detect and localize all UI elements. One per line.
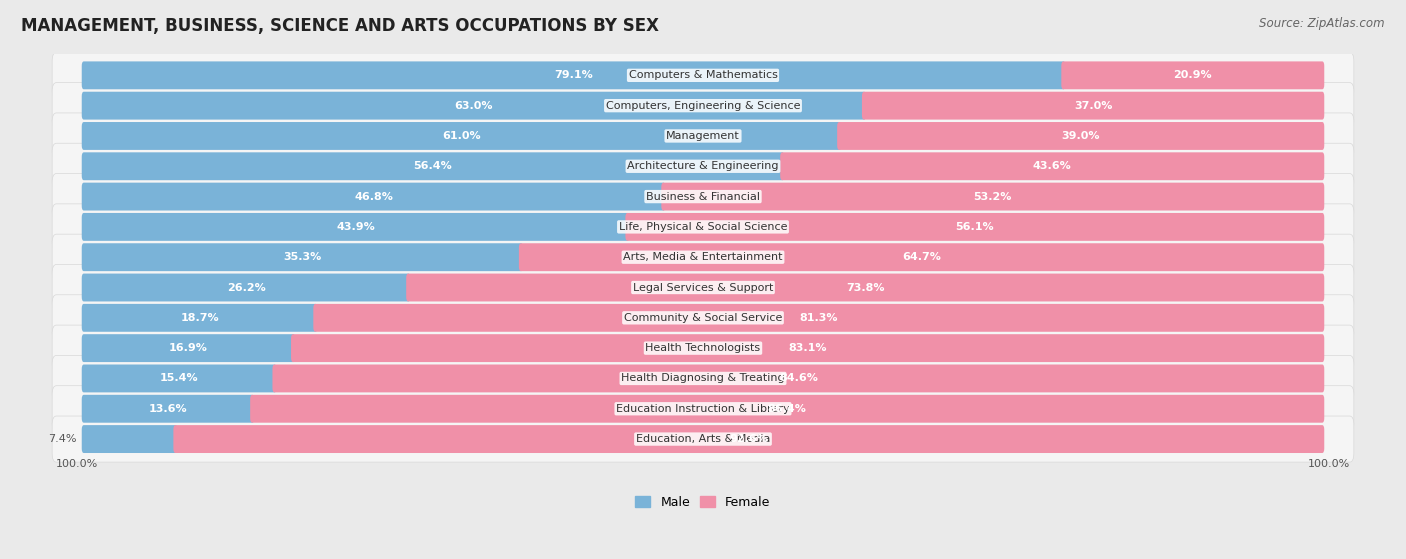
Text: 43.6%: 43.6%	[1033, 162, 1071, 171]
Text: Education, Arts & Media: Education, Arts & Media	[636, 434, 770, 444]
FancyBboxPatch shape	[173, 425, 1324, 453]
FancyBboxPatch shape	[519, 243, 1324, 271]
Text: 86.4%: 86.4%	[768, 404, 807, 414]
FancyBboxPatch shape	[52, 416, 1354, 462]
Text: 13.6%: 13.6%	[149, 404, 187, 414]
FancyBboxPatch shape	[52, 113, 1354, 159]
Text: 79.1%: 79.1%	[554, 70, 593, 80]
FancyBboxPatch shape	[52, 295, 1354, 341]
Text: 92.6%: 92.6%	[730, 434, 768, 444]
Text: Life, Physical & Social Science: Life, Physical & Social Science	[619, 222, 787, 232]
FancyBboxPatch shape	[52, 325, 1354, 371]
Text: 64.7%: 64.7%	[903, 252, 941, 262]
FancyBboxPatch shape	[661, 183, 1324, 211]
Text: 100.0%: 100.0%	[1308, 459, 1350, 469]
FancyBboxPatch shape	[82, 364, 277, 392]
Text: 100.0%: 100.0%	[56, 459, 98, 469]
FancyBboxPatch shape	[82, 61, 1066, 89]
FancyBboxPatch shape	[82, 334, 295, 362]
FancyBboxPatch shape	[82, 183, 665, 211]
Text: Architecture & Engineering: Architecture & Engineering	[627, 162, 779, 171]
Text: 35.3%: 35.3%	[283, 252, 322, 262]
Text: 46.8%: 46.8%	[354, 192, 394, 202]
Text: MANAGEMENT, BUSINESS, SCIENCE AND ARTS OCCUPATIONS BY SEX: MANAGEMENT, BUSINESS, SCIENCE AND ARTS O…	[21, 17, 659, 35]
FancyBboxPatch shape	[862, 92, 1324, 120]
FancyBboxPatch shape	[52, 204, 1354, 250]
Text: 81.3%: 81.3%	[800, 313, 838, 323]
Text: Computers & Mathematics: Computers & Mathematics	[628, 70, 778, 80]
FancyBboxPatch shape	[52, 173, 1354, 220]
FancyBboxPatch shape	[52, 234, 1354, 280]
Text: Education Instruction & Library: Education Instruction & Library	[616, 404, 790, 414]
FancyBboxPatch shape	[314, 304, 1324, 332]
Text: 16.9%: 16.9%	[169, 343, 208, 353]
Text: 18.7%: 18.7%	[180, 313, 219, 323]
Text: 61.0%: 61.0%	[443, 131, 481, 141]
FancyBboxPatch shape	[52, 143, 1354, 190]
Text: 63.0%: 63.0%	[454, 101, 494, 111]
FancyBboxPatch shape	[82, 273, 411, 301]
Text: Community & Social Service: Community & Social Service	[624, 313, 782, 323]
Text: Legal Services & Support: Legal Services & Support	[633, 282, 773, 292]
Text: Business & Financial: Business & Financial	[645, 192, 761, 202]
Text: 7.4%: 7.4%	[48, 434, 77, 444]
Legend: Male, Female: Male, Female	[630, 491, 776, 514]
FancyBboxPatch shape	[82, 425, 177, 453]
FancyBboxPatch shape	[82, 243, 523, 271]
FancyBboxPatch shape	[837, 122, 1324, 150]
Text: 43.9%: 43.9%	[336, 222, 375, 232]
Text: 20.9%: 20.9%	[1174, 70, 1212, 80]
FancyBboxPatch shape	[82, 213, 630, 241]
FancyBboxPatch shape	[82, 122, 841, 150]
Text: 56.1%: 56.1%	[956, 222, 994, 232]
FancyBboxPatch shape	[406, 273, 1324, 301]
Text: 73.8%: 73.8%	[846, 282, 884, 292]
Text: 26.2%: 26.2%	[226, 282, 266, 292]
Text: Management: Management	[666, 131, 740, 141]
Text: Source: ZipAtlas.com: Source: ZipAtlas.com	[1260, 17, 1385, 30]
FancyBboxPatch shape	[780, 153, 1324, 180]
FancyBboxPatch shape	[52, 356, 1354, 401]
FancyBboxPatch shape	[82, 153, 785, 180]
Text: Computers, Engineering & Science: Computers, Engineering & Science	[606, 101, 800, 111]
Text: 37.0%: 37.0%	[1074, 101, 1112, 111]
Text: Arts, Media & Entertainment: Arts, Media & Entertainment	[623, 252, 783, 262]
Text: Health Technologists: Health Technologists	[645, 343, 761, 353]
Text: 84.6%: 84.6%	[779, 373, 818, 383]
FancyBboxPatch shape	[250, 395, 1324, 423]
FancyBboxPatch shape	[82, 304, 318, 332]
FancyBboxPatch shape	[52, 53, 1354, 98]
Text: 56.4%: 56.4%	[413, 162, 453, 171]
Text: 15.4%: 15.4%	[160, 373, 198, 383]
Text: 53.2%: 53.2%	[973, 192, 1012, 202]
FancyBboxPatch shape	[82, 92, 866, 120]
Text: 39.0%: 39.0%	[1062, 131, 1099, 141]
FancyBboxPatch shape	[52, 83, 1354, 129]
FancyBboxPatch shape	[1062, 61, 1324, 89]
Text: 83.1%: 83.1%	[789, 343, 827, 353]
FancyBboxPatch shape	[52, 264, 1354, 311]
FancyBboxPatch shape	[626, 213, 1324, 241]
FancyBboxPatch shape	[273, 364, 1324, 392]
Text: Health Diagnosing & Treating: Health Diagnosing & Treating	[621, 373, 785, 383]
FancyBboxPatch shape	[82, 395, 254, 423]
FancyBboxPatch shape	[291, 334, 1324, 362]
FancyBboxPatch shape	[52, 386, 1354, 432]
